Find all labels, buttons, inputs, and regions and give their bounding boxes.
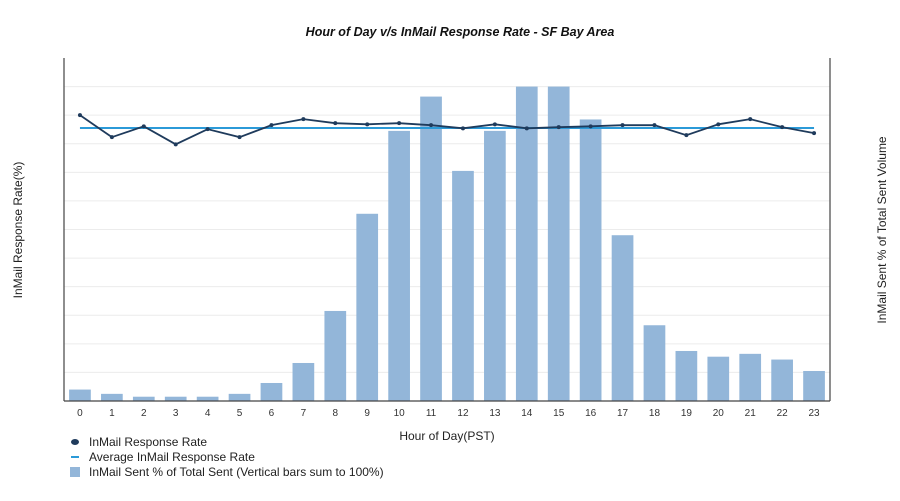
chart-title: Hour of Day v/s InMail Response Rate - S… [305, 25, 615, 39]
axes [63, 58, 831, 402]
x-tick-label: 8 [333, 408, 339, 419]
x-tick-label: 17 [617, 408, 629, 419]
data-point [109, 135, 114, 140]
dot-marker-icon [71, 438, 79, 445]
x-tick-label: 4 [205, 408, 211, 419]
x-tick-label: 15 [553, 408, 565, 419]
data-point [141, 124, 146, 129]
x-tick-label: 20 [713, 408, 725, 419]
data-point [173, 142, 178, 147]
bar [196, 396, 219, 401]
x-tick-label: 2 [141, 408, 147, 419]
bar-marker-icon [70, 466, 80, 477]
response-rate-line [77, 113, 817, 147]
data-point [333, 121, 338, 126]
bar [260, 382, 283, 401]
data-point [429, 123, 434, 128]
x-tick-label: 23 [808, 408, 820, 419]
bar [643, 325, 666, 401]
bar [707, 356, 730, 401]
x-tick-label: 11 [426, 408, 437, 419]
gridlines [64, 86, 830, 373]
legend-label: Average InMail Response Rate [89, 449, 255, 464]
data-point [556, 125, 561, 130]
data-point [365, 122, 370, 127]
bar [356, 213, 379, 401]
x-tick-labels: 0 1 2 3 4 5 6 7 8 9 10 11 12 13 14 15 16 17 18 19 20 21 22 23 [77, 408, 820, 419]
x-tick-label: 0 [77, 408, 83, 419]
bar [132, 396, 155, 401]
data-point [620, 123, 625, 128]
x-tick-label: 9 [364, 408, 370, 419]
legend-item-response-rate: InMail Response Rate [70, 434, 384, 449]
x-tick-label: 6 [269, 408, 275, 419]
x-tick-label: 13 [489, 408, 501, 419]
data-point [205, 127, 210, 132]
x-tick-label: 16 [585, 408, 597, 419]
bar [452, 170, 474, 401]
bar [69, 389, 91, 401]
bar [101, 393, 123, 401]
bar [228, 393, 251, 401]
data-point [780, 125, 785, 130]
data-point [237, 135, 242, 140]
x-tick-label: 5 [237, 408, 243, 419]
bar [611, 235, 634, 401]
bar [579, 119, 602, 402]
data-point [812, 131, 817, 136]
data-point [397, 121, 402, 126]
line-marker-icon [71, 455, 79, 458]
x-tick-label: 14 [521, 408, 533, 419]
legend-item-average: Average InMail Response Rate [70, 449, 384, 464]
bar [420, 96, 442, 402]
bar-series [69, 86, 825, 402]
bar [292, 362, 315, 401]
x-tick-label: 7 [301, 408, 307, 419]
x-axis-label: Hour of Day(PST) [399, 429, 495, 443]
legend-item-sent-volume: InMail Sent % of Total Sent (Vertical ba… [70, 464, 384, 479]
x-tick-label: 22 [777, 408, 789, 419]
bar [803, 370, 825, 401]
legend-label: InMail Response Rate [89, 434, 208, 449]
bar [547, 86, 570, 401]
x-tick-label: 1 [109, 408, 115, 419]
x-tick-label: 12 [457, 408, 469, 419]
x-tick-label: 3 [173, 408, 179, 419]
data-point [684, 133, 689, 138]
data-point [460, 126, 465, 131]
x-tick-label: 10 [394, 408, 406, 419]
data-point [77, 113, 82, 118]
bar [675, 350, 698, 401]
bar [164, 396, 187, 401]
data-point [748, 117, 753, 122]
data-point [588, 124, 593, 129]
bar [739, 353, 762, 401]
data-point [716, 122, 721, 127]
data-point [301, 117, 306, 122]
data-point [652, 123, 657, 128]
data-point [492, 122, 497, 127]
bar [515, 86, 538, 401]
legend-label: InMail Sent % of Total Sent (Vertical ba… [89, 464, 384, 479]
bar [388, 130, 410, 401]
x-tick-label: 18 [649, 408, 661, 419]
bar [484, 130, 506, 401]
data-point [524, 126, 529, 131]
bar [771, 359, 793, 401]
bar [324, 310, 347, 401]
x-tick-label: 21 [745, 408, 757, 419]
legend: InMail Response Rate Average InMail Resp… [70, 434, 384, 479]
data-point [269, 123, 274, 128]
x-tick-label: 19 [681, 408, 693, 419]
